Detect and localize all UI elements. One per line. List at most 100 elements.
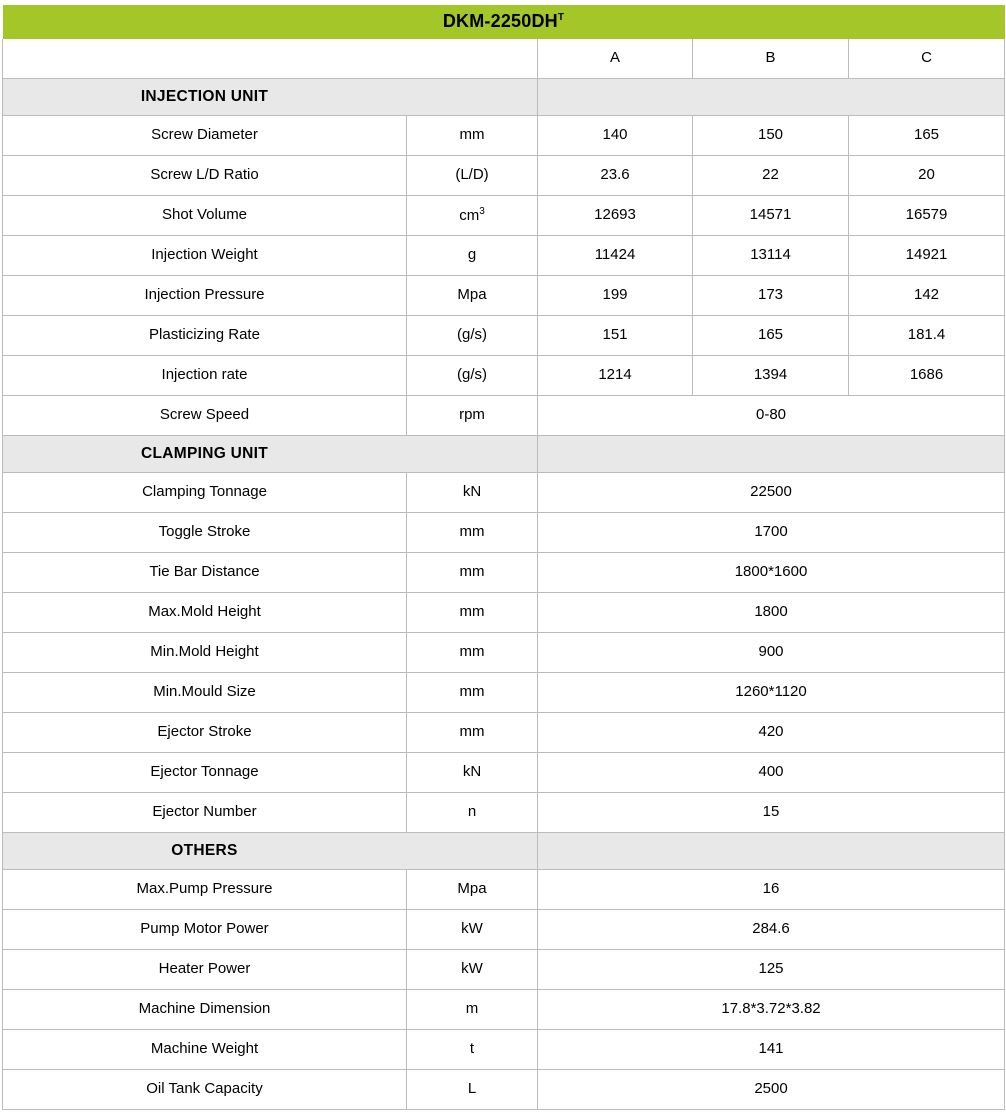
spec-value: 181.4 bbox=[847, 315, 1006, 356]
section-header-row: OTHERS bbox=[2, 832, 1006, 870]
spec-unit: mm bbox=[406, 592, 538, 633]
spec-unit: mm bbox=[406, 632, 538, 673]
spec-value: 14571 bbox=[692, 195, 849, 236]
spec-value-merged: 22500 bbox=[536, 472, 1006, 513]
section-header-row: CLAMPING UNIT bbox=[2, 435, 1006, 473]
spec-row: Injection rate (g/s) 1214 1394 1686 bbox=[2, 355, 1006, 396]
spec-label: Min.Mold Height bbox=[2, 632, 407, 673]
spec-value-merged: 900 bbox=[536, 632, 1006, 673]
spec-row: Machine Weight t 141 bbox=[2, 1029, 1006, 1070]
spec-value: 14921 bbox=[847, 235, 1006, 276]
spec-value: 13114 bbox=[692, 235, 849, 276]
spec-label: Ejector Stroke bbox=[2, 712, 407, 753]
spec-label: Max.Mold Height bbox=[2, 592, 407, 633]
spec-value: 1686 bbox=[847, 355, 1006, 396]
spec-unit: Mpa bbox=[406, 275, 538, 316]
spec-value: 142 bbox=[847, 275, 1006, 316]
spec-unit: kN bbox=[406, 752, 538, 793]
spec-unit: kW bbox=[406, 949, 538, 990]
section-header-spacer bbox=[536, 435, 1006, 473]
spec-row: Plasticizing Rate (g/s) 151 165 181.4 bbox=[2, 315, 1006, 356]
spec-value: 199 bbox=[537, 275, 693, 316]
variant-column-b: B bbox=[692, 39, 849, 79]
spec-label: Clamping Tonnage bbox=[2, 472, 407, 513]
spec-unit: mm bbox=[406, 672, 538, 713]
spec-unit: L bbox=[406, 1069, 538, 1110]
spec-row: Max.Mold Height mm 1800 bbox=[2, 592, 1006, 633]
spec-value: 22 bbox=[692, 155, 849, 196]
spec-label: Toggle Stroke bbox=[2, 512, 407, 553]
spec-unit: cm3 bbox=[406, 195, 538, 236]
spec-label: Ejector Number bbox=[2, 792, 407, 833]
spec-row: Ejector Number n 15 bbox=[2, 792, 1006, 833]
spec-unit: t bbox=[406, 1029, 538, 1070]
spec-row: Machine Dimension m 17.8*3.72*3.82 bbox=[2, 989, 1006, 1030]
spec-value-merged: 1800*1600 bbox=[536, 552, 1006, 593]
spec-row: Shot Volume cm3 12693 14571 16579 bbox=[2, 195, 1006, 236]
variant-header-spacer bbox=[2, 39, 538, 79]
spec-value: 173 bbox=[692, 275, 849, 316]
section-header-row: INJECTION UNIT bbox=[2, 78, 1006, 116]
spec-unit: (g/s) bbox=[406, 355, 538, 396]
spec-value: 151 bbox=[537, 315, 693, 356]
spec-label: Shot Volume bbox=[2, 195, 407, 236]
spec-unit: (g/s) bbox=[406, 315, 538, 356]
spec-unit: (L/D) bbox=[406, 155, 538, 196]
spec-label: Min.Mould Size bbox=[2, 672, 407, 713]
section-header-spacer bbox=[536, 832, 1006, 870]
spec-row: Oil Tank Capacity L 2500 bbox=[2, 1069, 1006, 1110]
spec-unit: mm bbox=[406, 115, 538, 156]
model-superscript: T bbox=[557, 12, 565, 24]
spec-value-merged: 1800 bbox=[536, 592, 1006, 633]
model-name: DKM-2250DH bbox=[442, 11, 558, 32]
spec-label: Pump Motor Power bbox=[2, 909, 407, 950]
spec-value-merged: 420 bbox=[536, 712, 1006, 753]
spec-label: Heater Power bbox=[2, 949, 407, 990]
section-header-spacer bbox=[536, 78, 1006, 116]
spec-label: Machine Weight bbox=[2, 1029, 407, 1070]
section-title: CLAMPING UNIT bbox=[2, 435, 538, 473]
machine-spec-table: DKM-2250DHT A B C INJECTION UNIT Screw Di… bbox=[2, 5, 1006, 1110]
spec-label: Plasticizing Rate bbox=[2, 315, 407, 356]
spec-value-merged: 125 bbox=[536, 949, 1006, 990]
variant-header-row: A B C bbox=[2, 39, 1006, 79]
spec-value: 165 bbox=[692, 315, 849, 356]
spec-label: Ejector Tonnage bbox=[2, 752, 407, 793]
spec-label: Screw Diameter bbox=[2, 115, 407, 156]
spec-row: Tie Bar Distance mm 1800*1600 bbox=[2, 552, 1006, 593]
spec-label: Machine Dimension bbox=[2, 989, 407, 1030]
spec-row: Heater Power kW 125 bbox=[2, 949, 1006, 990]
variant-column-a: A bbox=[537, 39, 693, 79]
spec-value-merged: 2500 bbox=[536, 1069, 1006, 1110]
spec-row: Toggle Stroke mm 1700 bbox=[2, 512, 1006, 553]
spec-row: Injection Weight g 11424 13114 14921 bbox=[2, 235, 1006, 276]
spec-row: Clamping Tonnage kN 22500 bbox=[2, 472, 1006, 513]
spec-value: 16579 bbox=[847, 195, 1006, 236]
model-title: DKM-2250DHT bbox=[2, 5, 1005, 39]
spec-value: 12693 bbox=[537, 195, 693, 236]
spec-unit: g bbox=[406, 235, 538, 276]
spec-value: 165 bbox=[847, 115, 1006, 156]
model-title-row: DKM-2250DHT bbox=[2, 5, 1005, 39]
spec-unit: mm bbox=[406, 552, 538, 593]
spec-value: 11424 bbox=[537, 235, 693, 276]
spec-row: Injection Pressure Mpa 199 173 142 bbox=[2, 275, 1006, 316]
spec-value-merged: 1260*1120 bbox=[536, 672, 1006, 713]
spec-row: Pump Motor Power kW 284.6 bbox=[2, 909, 1006, 950]
spec-label: Oil Tank Capacity bbox=[2, 1069, 407, 1110]
section-title: OTHERS bbox=[2, 832, 538, 870]
spec-row: Screw Speed rpm 0-80 bbox=[2, 395, 1006, 436]
spec-value: 140 bbox=[537, 115, 693, 156]
spec-value: 1214 bbox=[537, 355, 693, 396]
spec-value: 23.6 bbox=[537, 155, 693, 196]
spec-value-merged: 400 bbox=[536, 752, 1006, 793]
spec-row: Screw L/D Ratio (L/D) 23.6 22 20 bbox=[2, 155, 1006, 196]
spec-label: Screw L/D Ratio bbox=[2, 155, 407, 196]
spec-unit: rpm bbox=[406, 395, 538, 436]
spec-unit: mm bbox=[406, 712, 538, 753]
variant-column-c: C bbox=[847, 39, 1006, 79]
spec-label: Injection Weight bbox=[2, 235, 407, 276]
spec-row: Ejector Tonnage kN 400 bbox=[2, 752, 1006, 793]
spec-unit: kW bbox=[406, 909, 538, 950]
